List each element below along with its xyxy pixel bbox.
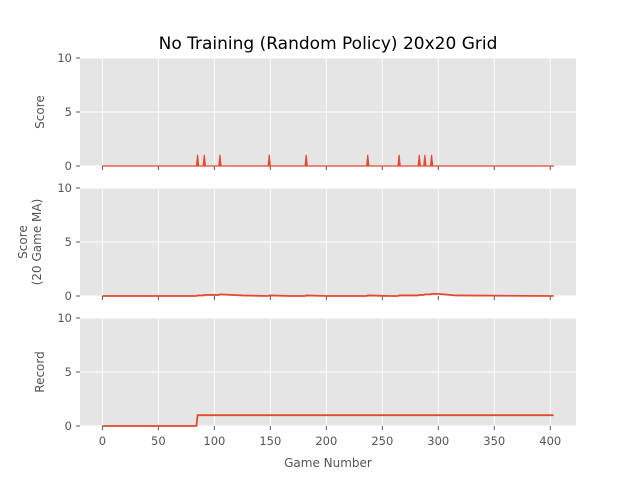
x-tick-label: 350 (483, 434, 505, 448)
chart-title: No Training (Random Policy) 20x20 Grid (159, 34, 498, 54)
y-axis-label: Score (33, 95, 47, 129)
y-tick-label: 5 (65, 235, 72, 249)
y-axis-label: (20 Game MA) (30, 199, 44, 286)
y-tick-label: 0 (65, 419, 72, 433)
series-area (101, 154, 555, 167)
record-panel: 0 5 10 Record (33, 311, 576, 433)
y-tick-label: 10 (57, 311, 72, 325)
x-tick-label: 250 (371, 434, 393, 448)
y-axis-label: Record (33, 351, 47, 392)
x-tick-label: 300 (427, 434, 449, 448)
y-tick-label: 10 (57, 181, 72, 195)
x-tick-label: 0 (99, 434, 106, 448)
x-tick-label: 200 (315, 434, 337, 448)
x-tick-label: 50 (151, 434, 166, 448)
y-tick-label: 10 (57, 51, 72, 65)
x-axis: 0 50 100 150 200 250 300 350 400 (99, 434, 561, 448)
score-panel: 0 5 10 Score (33, 51, 576, 173)
y-tick-label: 5 (65, 105, 72, 119)
y-tick-label: 5 (65, 365, 72, 379)
x-tick-label: 100 (203, 434, 225, 448)
x-axis-label: Game Number (284, 456, 372, 470)
y-tick-label: 0 (65, 159, 72, 173)
y-tick-label: 0 (65, 289, 72, 303)
x-tick-label: 150 (259, 434, 281, 448)
series-line (102, 292, 554, 297)
moving-average-panel: 0 5 10 Score (20 Game MA) (16, 181, 576, 303)
y-axis-label: Score (16, 225, 30, 259)
series-line (102, 414, 554, 427)
x-tick-label: 400 (539, 434, 561, 448)
